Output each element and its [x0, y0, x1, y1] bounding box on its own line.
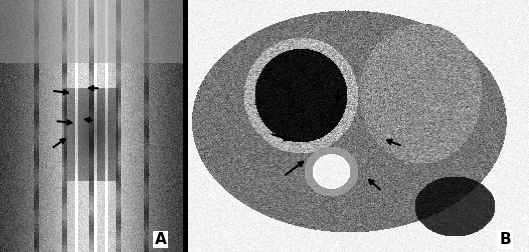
Text: B: B: [499, 232, 511, 247]
Text: A: A: [154, 232, 167, 247]
